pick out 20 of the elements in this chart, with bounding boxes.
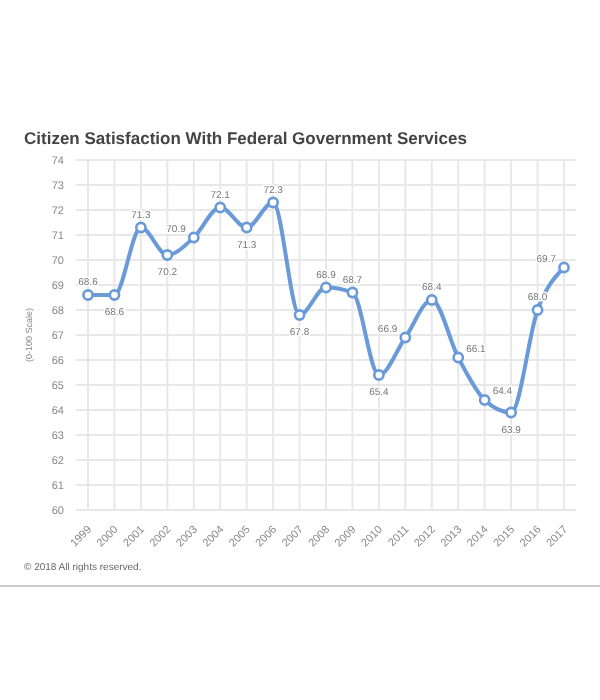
point: [505, 406, 518, 419]
chart-title: Citizen Satisfaction With Federal Government Services: [24, 128, 468, 148]
point: [214, 201, 227, 214]
point: [320, 281, 332, 294]
point: [293, 309, 306, 321]
point: [134, 221, 147, 234]
point: [399, 331, 412, 344]
point: [161, 249, 174, 261]
point: [558, 261, 570, 274]
point: [478, 394, 491, 406]
point: [187, 231, 200, 244]
point: [372, 369, 385, 381]
point: [240, 221, 253, 234]
point: [425, 294, 438, 306]
point: [531, 304, 544, 316]
point: [267, 196, 280, 209]
point: [346, 286, 359, 299]
point: [108, 289, 121, 301]
point: [82, 289, 94, 301]
point: [452, 351, 465, 364]
